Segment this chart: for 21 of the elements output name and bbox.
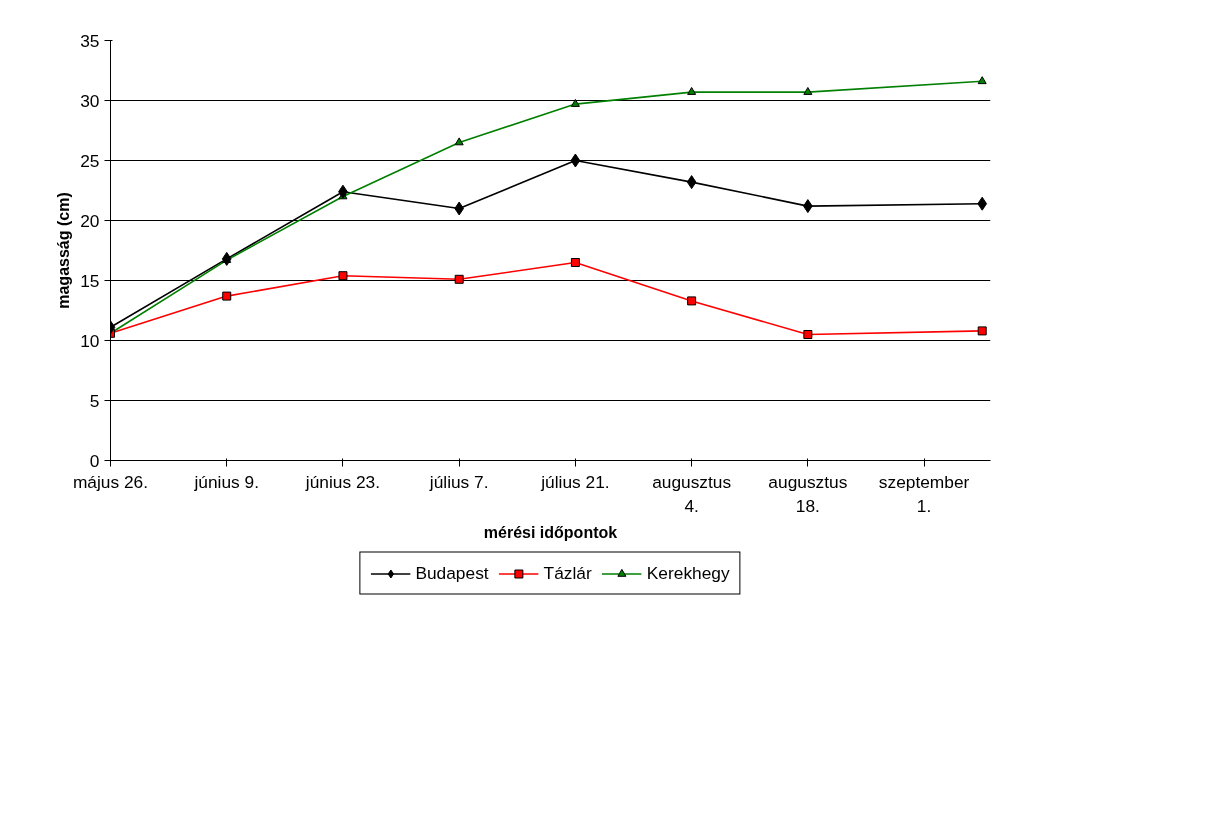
- y-tick-label: 5: [89, 390, 100, 411]
- y-tick-label: 30: [80, 90, 100, 111]
- x-tick-label: szeptember 1.: [878, 471, 970, 516]
- y-tick-label: 25: [80, 150, 100, 171]
- y-tick-label: 15: [80, 270, 100, 291]
- y-tick-label: 10: [80, 330, 100, 351]
- x-tick-label: július 7.: [428, 471, 489, 492]
- x-tick-label: július 21.: [540, 471, 610, 492]
- x-tick-label: augusztus 18.: [768, 471, 848, 516]
- x-tick-label: június 23.: [304, 471, 381, 492]
- x-tick-label: augusztus 4.: [652, 471, 732, 516]
- legend-label: Budapest: [415, 562, 489, 584]
- legend-label: Kerekhegy: [646, 562, 730, 584]
- x-tick-label: május 26.: [72, 471, 149, 492]
- y-tick-label: 35: [80, 30, 100, 51]
- legend-label: Tázlár: [543, 562, 592, 584]
- y-tick-label: 20: [80, 210, 100, 231]
- y-axis-title: magasság (cm): [55, 192, 73, 309]
- y-tick-label: 0: [89, 450, 100, 471]
- x-axis-title: mérési időpontok: [483, 523, 618, 541]
- x-tick-label: június 9.: [193, 471, 259, 492]
